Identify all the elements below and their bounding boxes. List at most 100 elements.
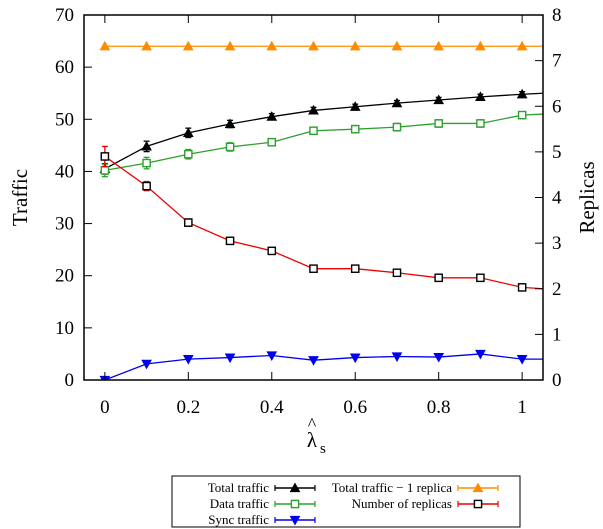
x-tick-label: 0.8: [427, 397, 451, 418]
data-point: [391, 97, 403, 108]
data-point: [142, 158, 151, 168]
data-point: [141, 140, 152, 151]
x-tick-label: 0.6: [343, 397, 367, 418]
x-tick-label: 0.4: [260, 397, 284, 418]
data-point: [141, 359, 152, 370]
data-point: [267, 137, 277, 147]
series-line: [104, 353, 543, 380]
data-point: [225, 142, 235, 152]
x-tick-label: 1: [517, 397, 527, 418]
data-point: [100, 152, 110, 161]
y2-tick-label: 6: [552, 96, 562, 117]
series-number-of-replicas: [100, 145, 543, 292]
legend-box: [171, 475, 521, 528]
data-point: [349, 101, 361, 111]
y-axis-title: Traffic: [8, 169, 32, 226]
y2-tick-label: 1: [552, 324, 562, 345]
y-tick-label: 0: [65, 370, 75, 391]
y2-tick-label: 3: [552, 233, 562, 254]
plot-frame: [83, 14, 544, 381]
y2-tick-label: 0: [552, 370, 562, 391]
data-point: [184, 218, 193, 227]
legend-marker: [473, 499, 483, 509]
data-point: [224, 353, 236, 364]
legend-label: Number of replicas: [352, 496, 452, 511]
legend-label: Total traffic − 1 replica: [332, 480, 452, 495]
data-point: [516, 40, 528, 51]
data-point: [266, 111, 278, 121]
legend-marker: [289, 515, 301, 526]
data-point: [184, 149, 193, 159]
legend-marker: [289, 482, 301, 493]
legend-item: Sync traffic: [208, 512, 316, 527]
legend-item: Data traffic: [210, 496, 316, 511]
data-point: [350, 124, 360, 134]
legend-item: Number of replicas: [352, 496, 499, 511]
data-point: [350, 264, 360, 273]
data-point: [308, 104, 319, 115]
data-point: [142, 181, 151, 191]
data-point: [224, 118, 236, 129]
legend-label: Data traffic: [210, 496, 270, 511]
data-point: [517, 283, 527, 292]
x-axis-title-main: λ: [307, 428, 318, 452]
data-point: [100, 166, 110, 175]
y-tick-label: 60: [55, 57, 74, 78]
y-tick-label: 10: [55, 318, 74, 339]
data-point: [475, 91, 486, 101]
axes-ticks: 0 10 20 30 40 50 60 70 0 1 2 3 4 5 6 7 8 0 0.2 0.4 0.6 0.8 1: [55, 5, 562, 418]
data-point: [182, 355, 194, 365]
data-point: [433, 352, 445, 363]
legend-marker: [290, 499, 300, 509]
series-total-traffic: [99, 88, 543, 175]
data-point: [308, 356, 319, 366]
series-sync-traffic: [99, 349, 543, 380]
data-point: [224, 40, 236, 51]
data-point: [392, 268, 402, 278]
data-point: [517, 110, 527, 120]
data-point: [99, 40, 111, 51]
x-axis-title: λ ^ s: [307, 414, 326, 457]
series-data-traffic: [100, 110, 543, 178]
y2-tick-label: 5: [552, 142, 562, 163]
series-line: [104, 92, 543, 170]
data-point: [516, 355, 528, 365]
series-total-traffic-1-replica: [99, 40, 543, 51]
y2-axis-title: Replicas: [575, 161, 599, 233]
data-point: [182, 127, 194, 137]
y-tick-label: 20: [55, 266, 74, 287]
y2-tick-label: 4: [552, 188, 562, 209]
data-point: [141, 40, 152, 51]
y-tick-label: 70: [55, 5, 74, 26]
data-point: [309, 126, 318, 136]
legend-marker: [472, 482, 484, 493]
data-point: [349, 353, 361, 364]
plot-series: [99, 40, 543, 380]
series-line: [104, 155, 543, 290]
y-tick-label: 40: [55, 161, 74, 182]
data-point: [392, 122, 402, 132]
x-tick-label: 0.2: [176, 397, 200, 418]
data-point: [516, 88, 528, 99]
data-point: [475, 40, 486, 51]
data-point: [434, 273, 443, 283]
y-tick-label: 30: [55, 214, 74, 235]
data-point: [349, 40, 361, 51]
y2-tick-label: 7: [552, 51, 562, 72]
x-axis-title-hat: ^: [308, 414, 317, 434]
data-point: [475, 349, 486, 360]
legend-item: Total traffic: [208, 480, 316, 495]
legend-item: Total traffic − 1 replica: [332, 480, 499, 495]
data-point: [225, 236, 235, 246]
data-point: [309, 264, 318, 273]
legend-label: Total traffic: [208, 480, 270, 495]
data-point: [476, 119, 485, 128]
data-point: [391, 40, 403, 51]
data-point: [308, 40, 319, 51]
y2-tick-label: 8: [552, 5, 562, 26]
y-tick-label: 50: [55, 109, 74, 130]
data-point: [267, 246, 277, 256]
data-point: [266, 351, 278, 362]
data-point: [476, 273, 485, 283]
